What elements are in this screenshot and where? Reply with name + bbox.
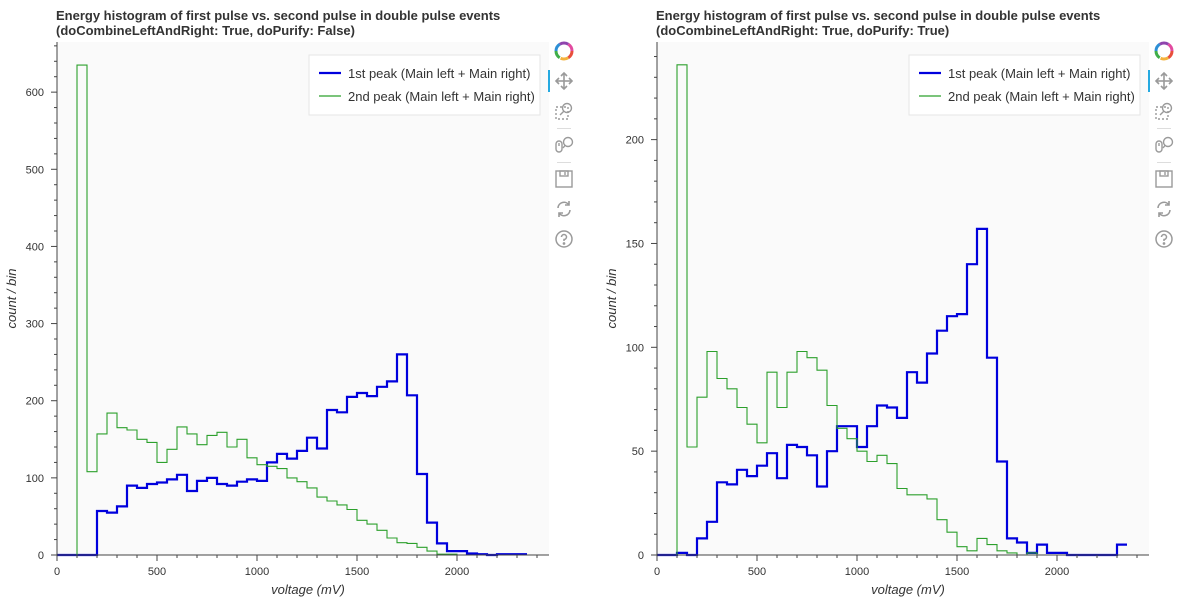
toolbar-divider bbox=[1157, 128, 1171, 129]
chart-legend: 1st peak (Main left + Main right) 2nd pea… bbox=[908, 54, 1141, 116]
box-zoom-icon[interactable] bbox=[1151, 98, 1177, 124]
x-tick-label: 1500 bbox=[945, 566, 969, 578]
help-icon[interactable] bbox=[1151, 226, 1177, 252]
chart-panel-right: Energy histogram of first pulse vs. seco… bbox=[600, 0, 1200, 600]
x-axis-label: voltage (mV) bbox=[271, 582, 345, 597]
histogram-chart-left: Energy histogram of first pulse vs. seco… bbox=[4, 8, 549, 597]
chart-toolbar-left bbox=[548, 38, 579, 256]
bokeh-logo-icon[interactable] bbox=[551, 38, 577, 64]
legend-label-2: 2nd peak (Main left + Main right) bbox=[348, 89, 535, 104]
x-tick-label: 1000 bbox=[845, 566, 869, 578]
legend-box bbox=[908, 54, 1141, 116]
chart-legend: 1st peak (Main left + Main right) 2nd pea… bbox=[308, 54, 541, 116]
save-icon[interactable] bbox=[551, 166, 577, 192]
x-tick-label: 2000 bbox=[1045, 566, 1069, 578]
series-line-1 bbox=[657, 227, 1127, 557]
x-tick-label: 500 bbox=[148, 566, 166, 578]
legend-label-1: 1st peak (Main left + Main right) bbox=[948, 66, 1130, 81]
y-tick-label: 100 bbox=[626, 342, 644, 354]
y-tick-label: 0 bbox=[38, 550, 44, 562]
x-axis-label: voltage (mV) bbox=[871, 582, 945, 597]
save-icon[interactable] bbox=[1151, 166, 1177, 192]
y-tick-label: 500 bbox=[26, 164, 44, 176]
x-tick-label: 0 bbox=[654, 566, 660, 578]
help-icon[interactable] bbox=[551, 226, 577, 252]
chart-subtitle: (doCombineLeftAndRight: True, doPurify: … bbox=[56, 23, 355, 38]
wheel-zoom-icon[interactable] bbox=[1151, 132, 1177, 158]
x-tick-label: 0 bbox=[54, 566, 60, 578]
reset-icon[interactable] bbox=[551, 196, 577, 222]
x-tick-label: 2000 bbox=[445, 566, 469, 578]
y-tick-label: 200 bbox=[626, 135, 644, 147]
bokeh-logo-icon[interactable] bbox=[1151, 38, 1177, 64]
y-tick-label: 0 bbox=[638, 550, 644, 562]
series-line-1 bbox=[57, 353, 527, 557]
chart-toolbar-right bbox=[1148, 38, 1179, 256]
pan-icon[interactable] bbox=[548, 68, 577, 94]
y-tick-label: 600 bbox=[26, 87, 44, 99]
chart-subtitle: (doCombineLeftAndRight: True, doPurify: … bbox=[656, 23, 949, 38]
legend-label-2: 2nd peak (Main left + Main right) bbox=[948, 89, 1135, 104]
histogram-chart-right: Energy histogram of first pulse vs. seco… bbox=[604, 8, 1149, 597]
chart-title: Energy histogram of first pulse vs. seco… bbox=[656, 8, 1100, 23]
wheel-zoom-icon[interactable] bbox=[551, 132, 577, 158]
toolbar-divider bbox=[1157, 162, 1171, 163]
toolbar-divider bbox=[557, 128, 571, 129]
y-tick-label: 100 bbox=[26, 473, 44, 485]
toolbar-divider bbox=[557, 162, 571, 163]
chart-panel-left: Energy histogram of first pulse vs. seco… bbox=[4, 8, 579, 597]
plot-area bbox=[57, 42, 549, 555]
y-tick-label: 300 bbox=[26, 319, 44, 331]
chart-title: Energy histogram of first pulse vs. seco… bbox=[56, 8, 500, 23]
reset-icon[interactable] bbox=[1151, 196, 1177, 222]
y-tick-label: 50 bbox=[632, 446, 644, 458]
legend-box bbox=[308, 54, 541, 116]
x-tick-label: 1500 bbox=[345, 566, 369, 578]
x-tick-label: 500 bbox=[748, 566, 766, 578]
y-axis-label: count / bin bbox=[604, 269, 619, 329]
pan-icon[interactable] bbox=[1148, 68, 1177, 94]
plot-area bbox=[657, 42, 1149, 555]
series-line-2 bbox=[657, 64, 1127, 556]
series-line-2 bbox=[57, 64, 527, 556]
y-tick-label: 200 bbox=[26, 396, 44, 408]
y-axis-label: count / bin bbox=[4, 269, 19, 329]
y-tick-label: 150 bbox=[626, 238, 644, 250]
y-tick-label: 400 bbox=[26, 241, 44, 253]
legend-label-1: 1st peak (Main left + Main right) bbox=[348, 66, 530, 81]
x-tick-label: 1000 bbox=[245, 566, 269, 578]
box-zoom-icon[interactable] bbox=[551, 98, 577, 124]
